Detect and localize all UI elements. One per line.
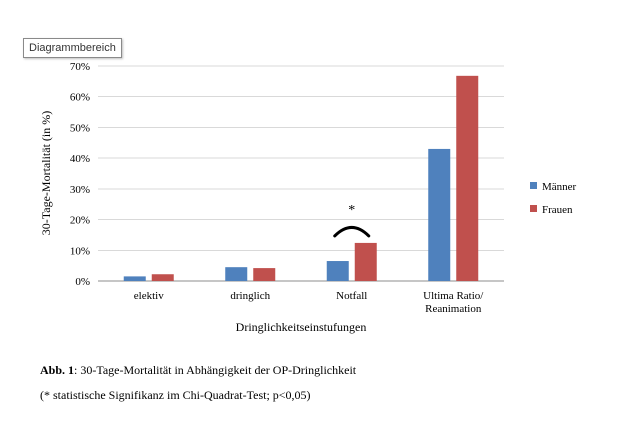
y-tick-label: 30% [70, 184, 90, 196]
y-tick-label: 40% [70, 153, 90, 165]
significance-bracket [333, 225, 371, 238]
x-tick-label: dringlich [230, 290, 270, 302]
legend-swatch [530, 182, 537, 189]
x-tick-label: Reanimation [425, 303, 482, 315]
figure-caption: Abb. 1: 30-Tage-Mortalität in Abhängigke… [40, 363, 356, 378]
bar-frauen [253, 268, 276, 281]
bar-mnner [225, 267, 248, 281]
chart-area-tooltip: Diagrammbereich [23, 38, 122, 58]
bar-mnner [428, 148, 451, 281]
y-axis-title: 30-Tage-Mortalität (in %) [39, 111, 53, 235]
legend-label: Frauen [542, 204, 573, 216]
y-tick-label: 10% [70, 245, 90, 257]
legend-label: Männer [542, 181, 577, 193]
y-tick-label: 0% [75, 276, 90, 288]
bar-mnner [326, 261, 349, 281]
y-tick-label: 70% [70, 61, 90, 73]
y-tick-label: 60% [70, 92, 90, 104]
bar-frauen [456, 75, 479, 281]
bar-mnner [123, 276, 146, 281]
bar-frauen [354, 242, 377, 281]
figure-caption-note: (* statistische Signifikanz im Chi-Quadr… [40, 388, 311, 402]
y-tick-label: 50% [70, 122, 90, 134]
y-tick-label: 20% [70, 215, 90, 227]
bar-frauen [151, 274, 174, 281]
x-tick-label: Ultima Ratio/ [423, 290, 484, 302]
legend-swatch [530, 205, 537, 212]
x-axis-title: Dringlichkeitseinstufungen [236, 320, 367, 334]
significance-marker: * [348, 203, 355, 218]
x-tick-label: elektiv [134, 290, 164, 302]
figure-caption-text: : 30-Tage-Mortalität in Abhängigkeit der… [74, 363, 357, 377]
figure-caption-label: Abb. 1 [40, 363, 75, 377]
x-tick-label: Notfall [336, 290, 367, 302]
